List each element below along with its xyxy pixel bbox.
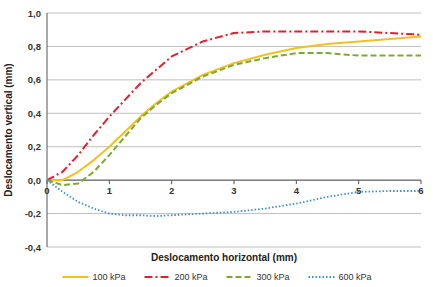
chart: -0,4 -0,2 0,0 0,2 0,4 0,6 0,8 1,0 0 1 2 3 4 5 6 Desloca…	[0, 0, 433, 287]
x-tick-label: 1	[107, 185, 113, 196]
x-axis-title: Deslocamento horizontal (mm)	[151, 252, 297, 263]
x-tick	[421, 180, 422, 184]
y-tick-label: 0,8	[28, 41, 41, 52]
grid-line	[47, 146, 421, 147]
legend-label: 100 kPa	[93, 272, 126, 282]
grid-line	[47, 213, 421, 214]
grid-line	[47, 79, 421, 80]
series-group	[47, 31, 421, 216]
y-tick-label: 0,0	[28, 175, 41, 186]
legend-label: 300 kPa	[257, 272, 290, 282]
x-tick-label: 2	[169, 185, 174, 196]
y-axis-title: Deslocamento vertical (mm)	[3, 63, 14, 196]
chart-container: -0,4 -0,2 0,0 0,2 0,4 0,6 0,8 1,0 0 1 2 3 4 5 6 Desloca…	[0, 0, 433, 287]
x-tick	[296, 180, 297, 184]
y-tick-label: 1,0	[28, 8, 41, 19]
x-tick-label: 5	[356, 185, 362, 196]
legend: 100 kPa 200 kPa 300 kPa 600 kPa	[63, 272, 372, 282]
x-tick-label: 3	[231, 185, 236, 196]
series-line	[47, 31, 421, 180]
legend-swatch	[145, 276, 171, 278]
x-tick-label: 6	[418, 185, 423, 196]
y-tick-label: 0,4	[28, 108, 42, 119]
x-tick-label: 0	[44, 185, 49, 196]
y-tick-label: -0,2	[25, 208, 41, 219]
y-tick-label: -0,4	[25, 242, 42, 253]
legend-label: 600 kPa	[339, 272, 372, 282]
x-tick-label: 4	[294, 185, 300, 196]
legend-swatch	[63, 276, 89, 278]
grid-line	[47, 113, 421, 114]
x-tick	[234, 180, 235, 184]
x-tick	[171, 180, 172, 184]
legend-label: 200 kPa	[175, 272, 208, 282]
grid-line	[47, 13, 421, 14]
legend-swatch	[227, 276, 253, 278]
legend-swatch	[309, 276, 335, 278]
series-line	[47, 180, 421, 216]
x-tick	[109, 180, 110, 184]
y-axis	[47, 13, 48, 247]
y-tick-label: 0,6	[28, 74, 41, 85]
y-tick-label: 0,2	[28, 141, 41, 152]
x-tick	[358, 180, 359, 184]
grid-line	[47, 46, 421, 47]
grid-line	[47, 247, 421, 248]
series-line	[47, 53, 421, 185]
series-line	[47, 36, 421, 180]
